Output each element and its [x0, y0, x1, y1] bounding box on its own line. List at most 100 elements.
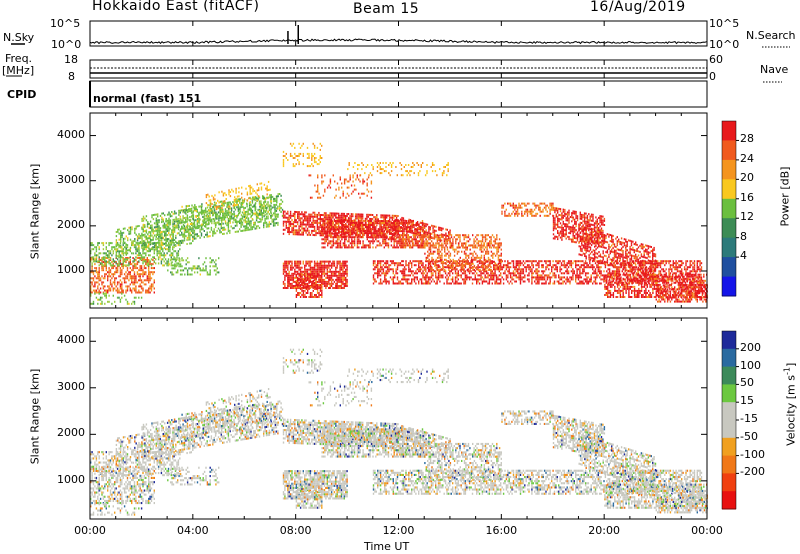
range-gate-cell	[214, 226, 217, 229]
range-gate-cell	[342, 266, 344, 269]
range-gate-cell	[301, 227, 303, 230]
range-gate-cell	[422, 264, 424, 267]
range-gate-cell	[420, 264, 423, 267]
range-gate-cell	[250, 222, 252, 225]
range-gate-cell	[467, 234, 470, 237]
range-gate-cell	[209, 212, 211, 215]
range-gate-cell	[259, 205, 261, 208]
range-gate-cell	[173, 230, 176, 233]
range-gate-cell	[237, 206, 239, 209]
range-gate-cell	[141, 226, 143, 229]
range-gate-cell	[182, 239, 184, 242]
range-gate-cell	[326, 274, 328, 277]
range-gate-cell	[383, 222, 385, 224]
range-gate-cell	[392, 238, 394, 241]
range-gate-cell	[143, 265, 146, 268]
range-gate-cell	[292, 285, 295, 287]
range-gate-cell	[402, 242, 405, 245]
range-gate-cell	[265, 197, 267, 200]
range-gate-cell	[424, 226, 426, 229]
range-gate-cell	[250, 216, 252, 219]
range-gate-cell	[295, 219, 297, 222]
range-gate-cell	[393, 220, 395, 222]
range-gate-cell	[142, 260, 144, 263]
range-gate-cell	[239, 206, 241, 209]
range-gate-cell	[176, 254, 178, 257]
range-gate-cell	[246, 227, 248, 229]
range-gate-cell	[285, 287, 287, 289]
range-gate-cell	[362, 242, 364, 245]
range-gate-cell	[321, 280, 323, 283]
range-gate-cell	[276, 215, 278, 218]
range-gate-cell	[394, 238, 397, 241]
range-gate-cell	[111, 248, 113, 251]
range-gate-cell	[440, 229, 443, 232]
range-gate-cell	[97, 273, 99, 276]
range-gate-cell	[207, 221, 210, 224]
range-gate-cell	[335, 242, 337, 245]
range-gate-cell	[185, 220, 187, 223]
range-gate-cell	[419, 270, 421, 273]
range-gate-cell	[373, 232, 376, 235]
range-gate-cell	[304, 289, 306, 292]
range-gate-cell	[269, 206, 271, 209]
range-gate-cell	[176, 262, 178, 265]
range-gate-cell	[356, 238, 359, 241]
range-gate-cell	[433, 234, 436, 237]
range-gate-cell	[340, 287, 343, 289]
range-gate-cell	[126, 269, 129, 272]
range-gate-cell	[385, 240, 387, 243]
range-gate-cell	[380, 214, 382, 217]
range-gate-cell	[338, 236, 340, 239]
range-gate-cell	[391, 278, 393, 281]
range-gate-cell	[139, 267, 141, 270]
range-gate-cell	[429, 270, 431, 273]
range-gate-cell	[192, 240, 194, 242]
range-gate-cell	[402, 276, 404, 279]
range-gate-cell	[243, 211, 245, 214]
range-gate-cell	[486, 234, 488, 237]
range-gate-cell	[294, 262, 296, 265]
range-gate-cell	[228, 205, 230, 208]
range-gate-cell	[291, 223, 293, 225]
range-gate-cell	[291, 260, 293, 263]
range-gate-cell	[304, 270, 306, 273]
range-gate-cell	[404, 225, 406, 228]
range-gate-cell	[157, 258, 160, 261]
range-gate-cell	[265, 187, 267, 190]
range-gate-cell	[393, 246, 395, 249]
range-gate-cell	[142, 246, 145, 249]
range-gate-cell	[145, 267, 147, 270]
range-gate-cell	[401, 216, 403, 219]
range-gate-cell	[402, 230, 404, 233]
range-gate-cell	[209, 218, 211, 221]
range-gate-cell	[119, 275, 122, 278]
range-gate-cell	[388, 218, 391, 221]
range-gate-cell	[240, 202, 243, 204]
range-gate-cell	[334, 226, 336, 229]
range-gate-cell	[459, 238, 461, 241]
range-gate-cell	[315, 219, 317, 222]
range-gate-cell	[344, 244, 346, 247]
range-gate-cell	[340, 262, 343, 265]
range-gate-cell	[326, 270, 328, 273]
range-gate-cell	[315, 272, 317, 275]
range-gate-cell	[206, 215, 208, 218]
range-gate-cell	[264, 213, 266, 216]
range-gate-cell	[341, 220, 343, 222]
range-gate-cell	[321, 289, 323, 292]
range-gate-cell	[386, 236, 388, 239]
range-gate-cell	[462, 234, 464, 237]
range-gate-cell	[405, 226, 407, 229]
range-gate-cell	[148, 259, 150, 261]
range-gate-cell	[387, 226, 390, 229]
range-gate-cell	[121, 263, 123, 266]
range-gate-cell	[199, 205, 202, 208]
range-gate-cell	[330, 276, 333, 279]
range-gate-cell	[322, 280, 324, 283]
range-gate-cell	[319, 230, 321, 233]
range-gate-cell	[223, 226, 225, 229]
range-gate-cell	[472, 246, 474, 249]
range-gate-cell	[459, 236, 461, 239]
